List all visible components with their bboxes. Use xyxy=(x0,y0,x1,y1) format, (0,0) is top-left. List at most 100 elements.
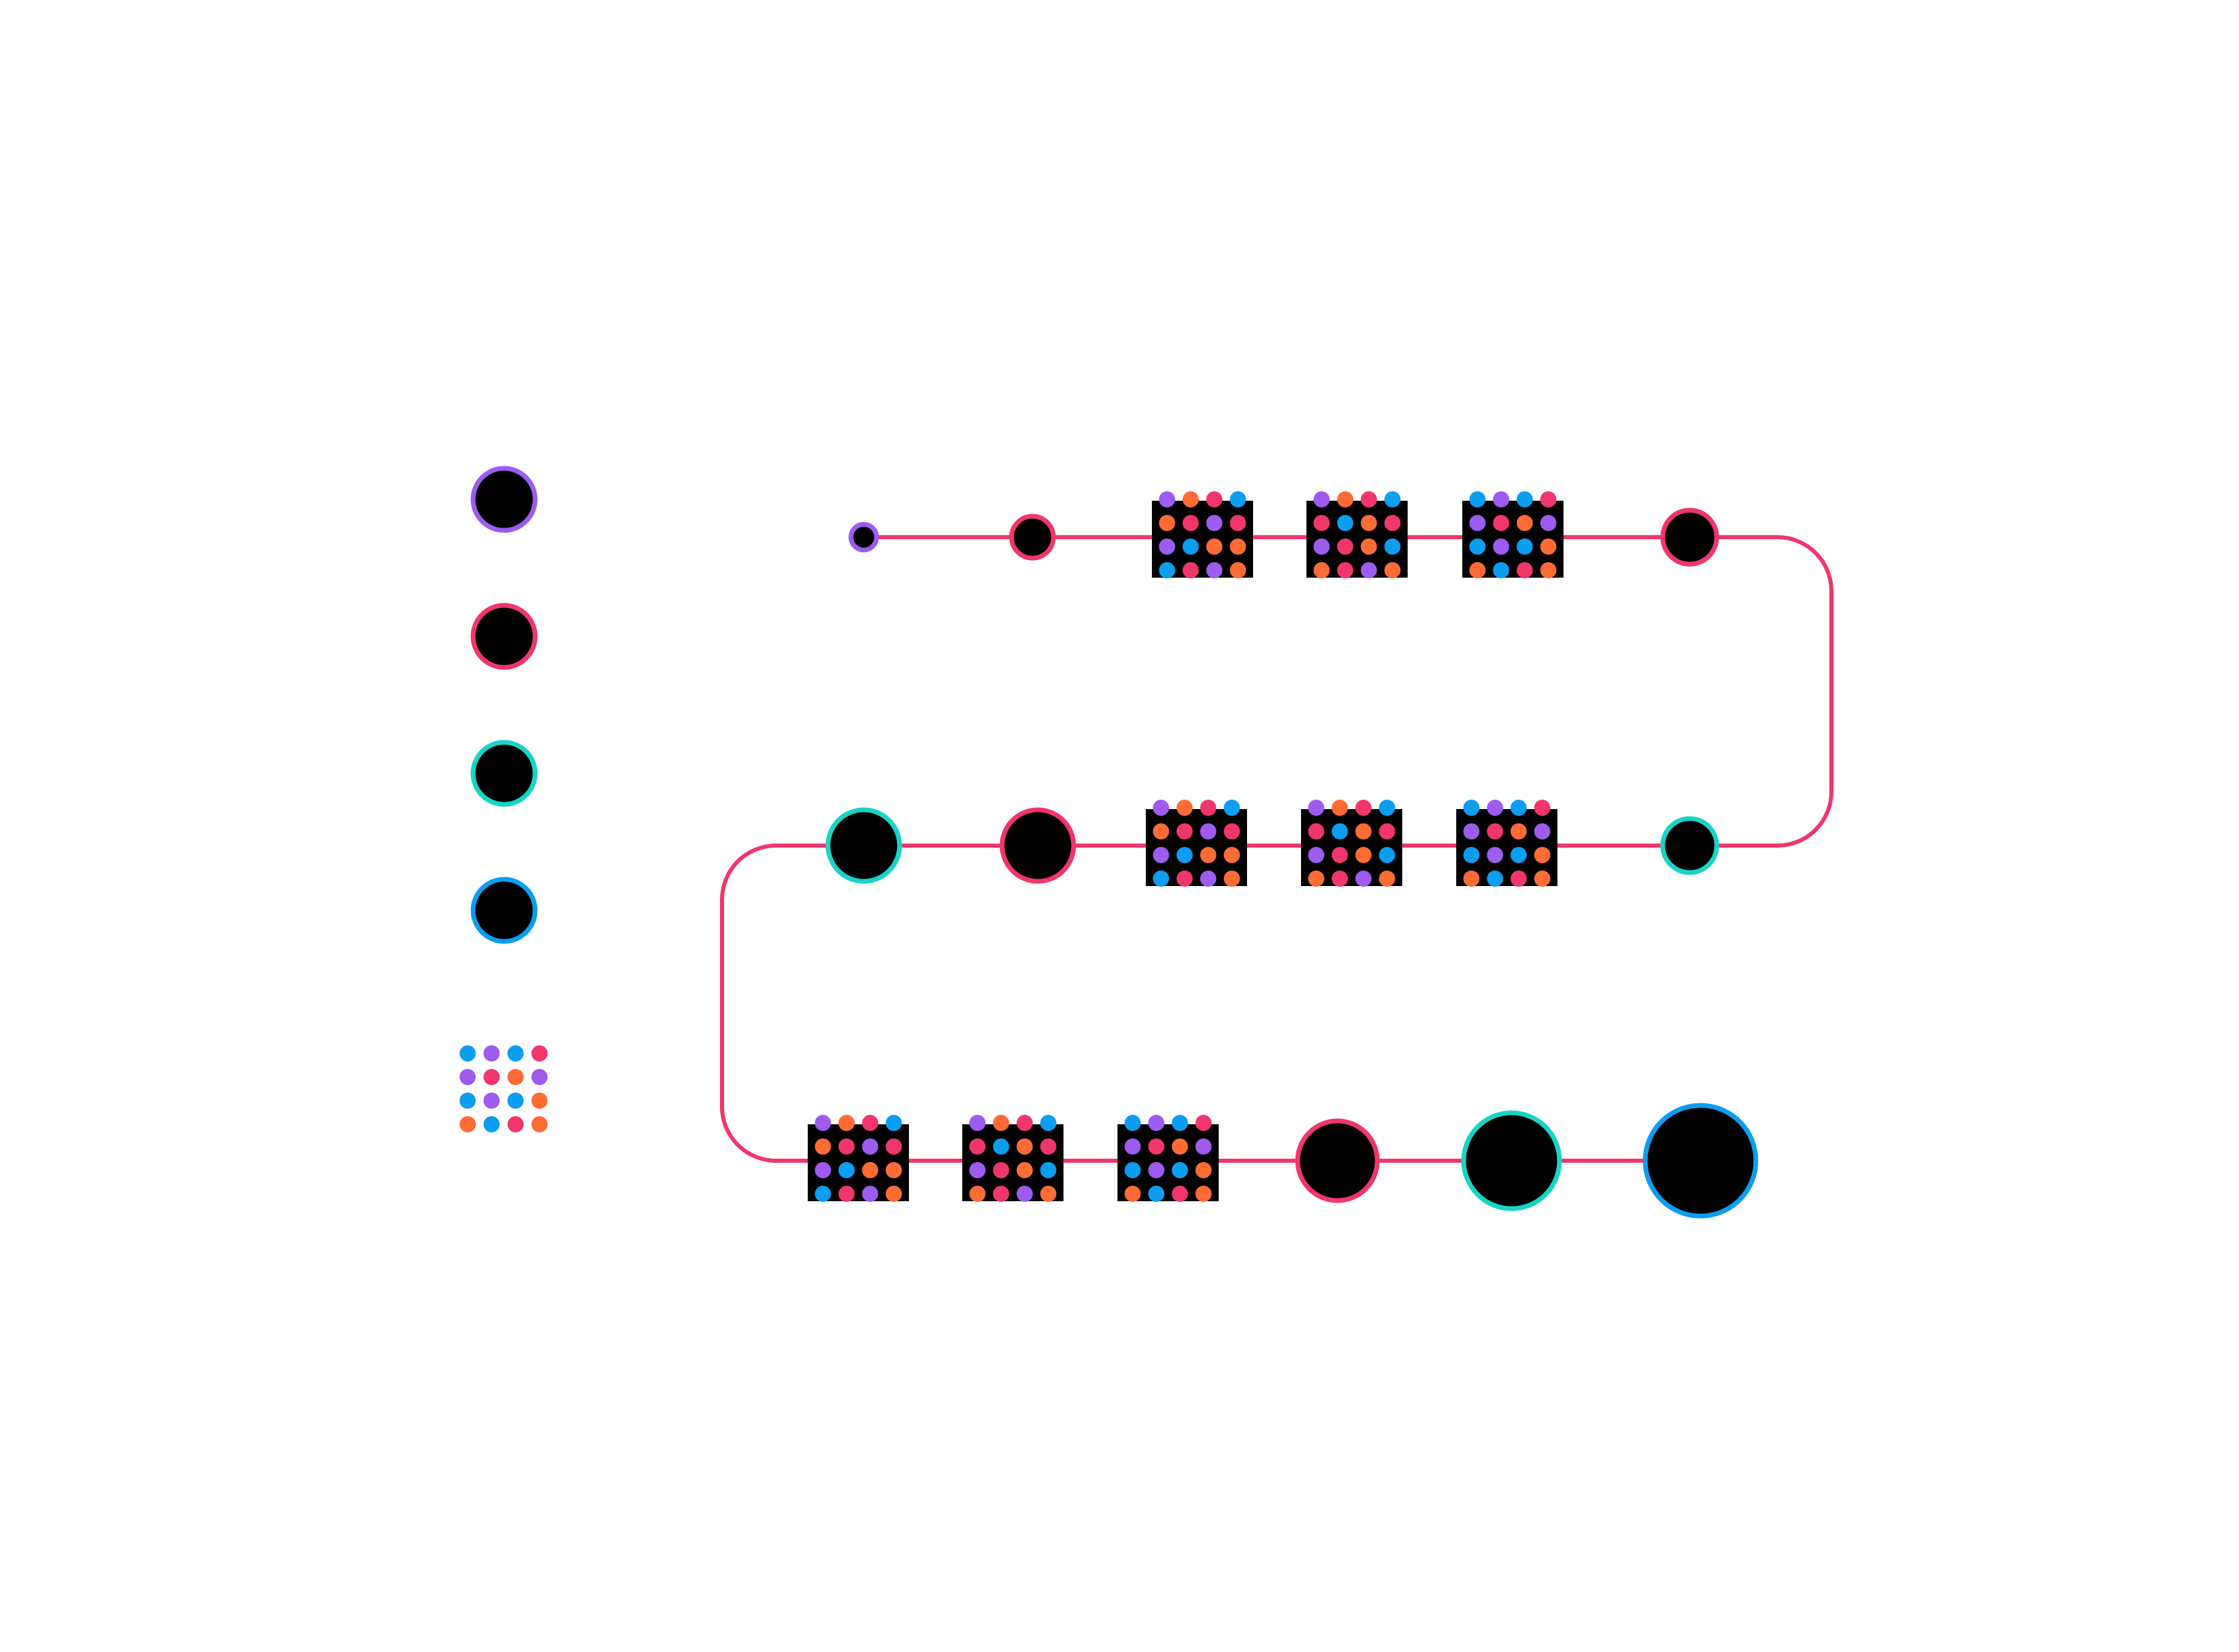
block-dot xyxy=(1510,800,1527,816)
block-dot xyxy=(1516,491,1533,507)
block-dot xyxy=(1534,800,1551,816)
legend-dot xyxy=(531,1045,548,1062)
block-dot xyxy=(1223,847,1240,863)
legend-dot xyxy=(483,1093,500,1109)
block-dot xyxy=(1171,1162,1188,1178)
block-dot xyxy=(993,1162,1010,1178)
row-1-red-node xyxy=(1009,514,1056,561)
row-1-dot-block xyxy=(1306,491,1408,578)
block-dot xyxy=(1200,847,1217,863)
block-dot xyxy=(1331,871,1348,887)
legend-cyan-ring-node xyxy=(470,740,538,807)
block-dot xyxy=(1360,539,1377,555)
block-dot xyxy=(1206,515,1223,531)
block-dot xyxy=(1182,539,1199,555)
block-dot xyxy=(1469,515,1486,531)
row-2-red-node xyxy=(999,807,1076,884)
block-dot xyxy=(1360,515,1377,531)
block-dot xyxy=(993,1115,1010,1131)
block-dot xyxy=(1195,1162,1212,1178)
block-dot xyxy=(1493,491,1510,507)
block-dot xyxy=(1463,800,1480,816)
block-dot xyxy=(1469,491,1486,507)
row-2-dot-block xyxy=(1301,800,1402,887)
row-3-dot-block xyxy=(962,1115,1063,1202)
block-dot xyxy=(1308,800,1325,816)
row-1-red-node xyxy=(1660,507,1719,567)
block-dot xyxy=(1040,1162,1057,1178)
block-dot xyxy=(862,1162,879,1178)
block-dot xyxy=(1148,1115,1165,1131)
block-dot xyxy=(1124,1115,1141,1131)
block-dot xyxy=(1463,823,1480,839)
block-dot xyxy=(1159,539,1176,555)
block-dot xyxy=(862,1138,879,1155)
block-dot xyxy=(1148,1186,1165,1202)
block-dot xyxy=(1171,1115,1188,1131)
block-dot xyxy=(1534,847,1551,863)
block-dot xyxy=(1040,1186,1057,1202)
block-dot xyxy=(1516,539,1533,555)
block-dot xyxy=(1159,562,1176,578)
legend-dot xyxy=(460,1045,476,1062)
legend xyxy=(460,466,548,1132)
block-dot xyxy=(885,1138,902,1155)
block-dot xyxy=(1355,823,1372,839)
block-dot xyxy=(814,1115,831,1131)
block-dot xyxy=(1540,539,1557,555)
block-dot xyxy=(1331,847,1348,863)
block-dot xyxy=(1384,539,1401,555)
block-dot xyxy=(1337,539,1354,555)
block-dot xyxy=(1223,871,1240,887)
block-dot xyxy=(862,1115,879,1131)
block-dot xyxy=(1040,1115,1057,1131)
block-dot xyxy=(838,1186,855,1202)
legend-dot xyxy=(483,1116,500,1132)
block-dot xyxy=(969,1115,986,1131)
block-dot xyxy=(838,1162,855,1178)
block-dot xyxy=(1337,515,1354,531)
legend-blue-ring-node xyxy=(470,877,538,944)
block-dot xyxy=(885,1115,902,1131)
block-dot xyxy=(1159,491,1176,507)
legend-dot-grid xyxy=(460,1045,548,1132)
block-dot xyxy=(1308,823,1325,839)
legend-dot xyxy=(531,1116,548,1132)
block-dot xyxy=(1540,562,1557,578)
block-dot xyxy=(1510,823,1527,839)
block-dot xyxy=(969,1186,986,1202)
block-dot xyxy=(1148,1162,1165,1178)
legend-dot xyxy=(531,1093,548,1109)
block-dot xyxy=(1540,491,1557,507)
row-1-dot-block xyxy=(1462,491,1564,578)
legend-dot xyxy=(460,1069,476,1085)
block-dot xyxy=(1360,491,1377,507)
block-dot xyxy=(1195,1115,1212,1131)
block-dot xyxy=(885,1162,902,1178)
block-dot xyxy=(1016,1115,1033,1131)
row-2-dot-block xyxy=(1456,800,1557,887)
block-dot xyxy=(1337,491,1354,507)
block-dot xyxy=(1308,871,1325,887)
block-dot xyxy=(1229,562,1246,578)
block-dot xyxy=(1124,1186,1141,1202)
legend-dot xyxy=(483,1069,500,1085)
legend-dot xyxy=(507,1069,524,1085)
block-dot xyxy=(1153,823,1169,839)
block-dot xyxy=(1355,847,1372,863)
block-dot xyxy=(838,1138,855,1155)
block-dot xyxy=(1124,1162,1141,1178)
block-dot xyxy=(1493,539,1510,555)
block-dot xyxy=(1016,1162,1033,1178)
legend-dot xyxy=(507,1116,524,1132)
block-dot xyxy=(1040,1138,1057,1155)
block-dot xyxy=(1384,491,1401,507)
row-2-dot-block xyxy=(1146,800,1247,887)
block-dot xyxy=(1176,823,1193,839)
block-dot xyxy=(814,1186,831,1202)
legend-dot xyxy=(507,1045,524,1062)
block-dot xyxy=(1384,515,1401,531)
block-dot xyxy=(1153,800,1169,816)
block-dot xyxy=(1176,847,1193,863)
block-dot xyxy=(1176,800,1193,816)
